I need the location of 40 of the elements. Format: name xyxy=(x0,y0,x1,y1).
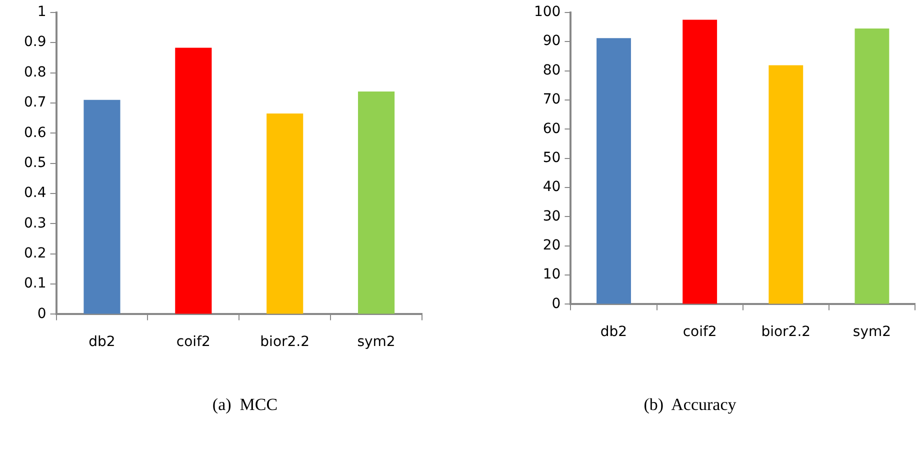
y-tick-label: 70 xyxy=(542,92,561,108)
x-tick-label: coif2 xyxy=(682,324,717,340)
bar xyxy=(854,28,890,304)
bar xyxy=(768,65,804,304)
y-tick-label: 0.6 xyxy=(24,124,46,141)
y-tick-label: 40 xyxy=(542,179,561,196)
x-tick-label: db2 xyxy=(88,334,116,350)
y-tick-label: 80 xyxy=(542,62,561,78)
bar xyxy=(84,100,120,314)
x-tick-label: sym2 xyxy=(852,324,892,340)
y-tick-label: 0.2 xyxy=(24,245,46,262)
y-tick-label: 0.5 xyxy=(24,154,46,171)
x-tick-label: sym2 xyxy=(357,334,396,350)
y-tick-label: 30 xyxy=(542,208,561,224)
bar xyxy=(682,20,718,304)
y-tick-label: 0.3 xyxy=(24,215,46,232)
x-tick-label: coif2 xyxy=(176,334,210,350)
x-tick-label: bior2.2 xyxy=(761,324,811,340)
y-tick-label: 50 xyxy=(542,150,561,166)
text: (b) Accuracy xyxy=(642,395,738,415)
y-tick-label: 20 xyxy=(542,237,561,254)
x-tick-label: bior2.2 xyxy=(260,334,310,350)
y-tick-label: 90 xyxy=(542,33,561,50)
y-tick-label: 0.9 xyxy=(24,34,46,50)
bar xyxy=(266,114,304,314)
y-tick-label: 0.7 xyxy=(24,94,46,111)
y-tick-label: 1 xyxy=(37,4,46,20)
bar xyxy=(175,48,212,314)
y-tick-label: 0.4 xyxy=(24,185,46,202)
bar xyxy=(596,38,631,304)
y-tick-label: 0.8 xyxy=(24,64,46,80)
text: (a) MCC xyxy=(211,395,279,415)
y-tick-label: 0 xyxy=(37,306,46,322)
y-tick-label: 0 xyxy=(552,296,561,312)
bar xyxy=(358,91,395,314)
y-tick-label: 100 xyxy=(534,4,561,20)
y-tick-label: 10 xyxy=(542,266,561,283)
y-tick-label: 0.1 xyxy=(24,276,46,292)
x-tick-label: db2 xyxy=(600,324,628,340)
y-tick-label: 60 xyxy=(542,120,561,137)
